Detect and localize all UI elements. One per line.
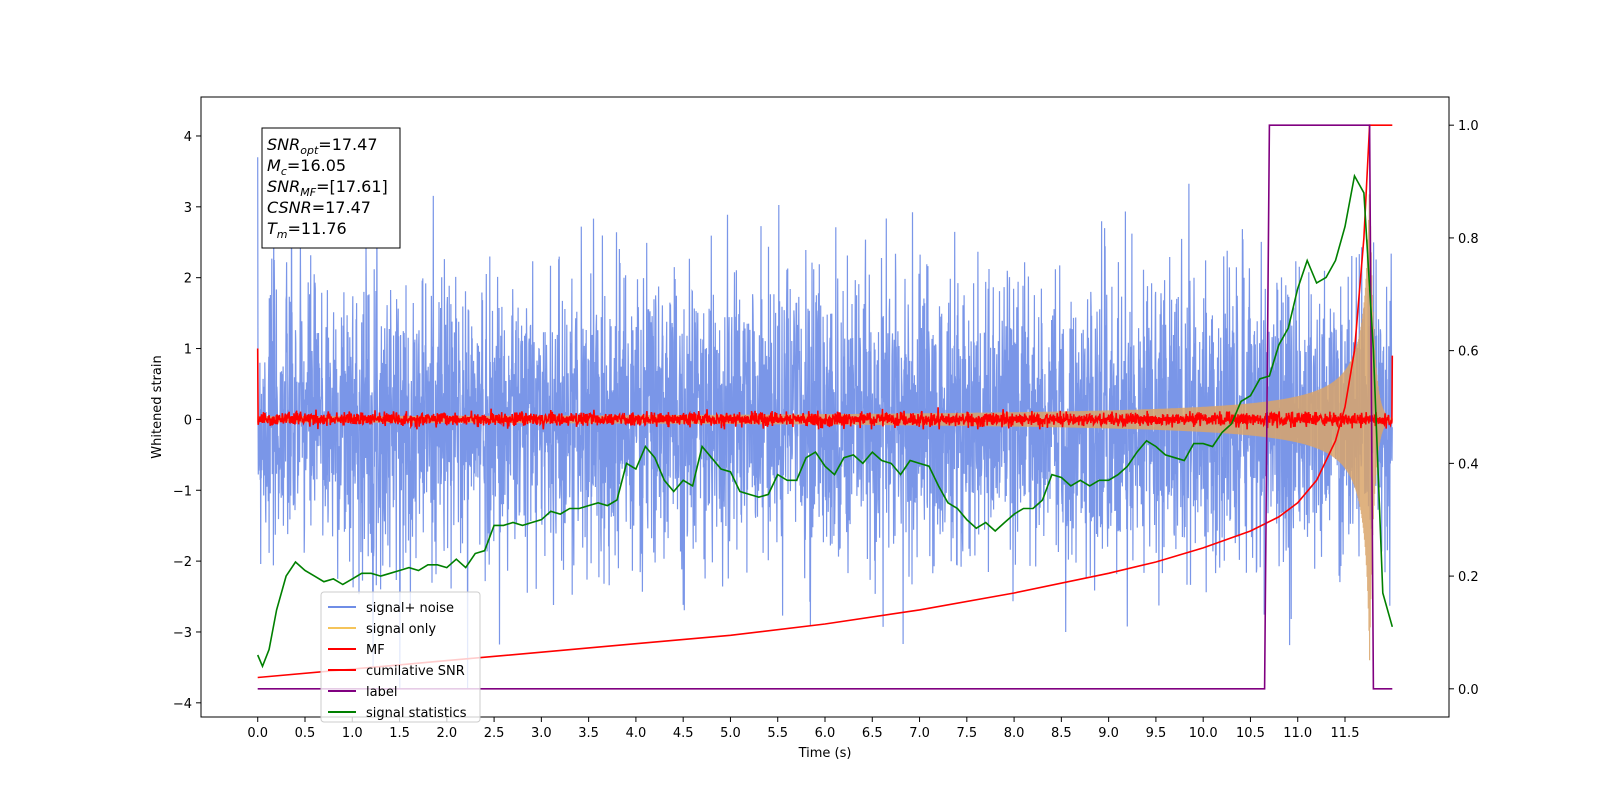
info-symbol: CSNR <box>267 198 312 217</box>
x-tick-label: 6.5 <box>862 726 883 741</box>
y2-tick-label: 1.0 <box>1458 119 1479 134</box>
x-tick-label: 1.0 <box>342 726 363 741</box>
y-tick-label: −1 <box>173 484 192 499</box>
x-tick-label: 10.5 <box>1236 726 1265 741</box>
info-value: =[17.61] <box>316 177 388 196</box>
y2-tick-label: 0.2 <box>1458 570 1479 585</box>
y2-tick-label: 0.8 <box>1458 232 1479 247</box>
info-box: SNRopt=17.47Mc=16.05SNRMF=[17.61]CSNR=17… <box>261 127 401 249</box>
series-line-mf <box>256 348 1394 430</box>
info-symbol: M <box>267 156 281 175</box>
x-tick-label: 0.0 <box>247 726 268 741</box>
x-tick-label: 7.5 <box>956 726 977 741</box>
x-tick-label: 8.0 <box>1004 726 1025 741</box>
info-line: SNRopt=17.47 <box>267 135 378 157</box>
y-axis: 4 3 2 1 0 −1 −2 −3 −4 <box>173 130 201 712</box>
info-symbol: T <box>267 219 278 238</box>
y-tick-label: −2 <box>173 555 192 570</box>
info-box-frame <box>261 127 401 249</box>
info-value: =11.76 <box>288 219 347 238</box>
x-tick-label: 2.5 <box>484 726 505 741</box>
info-value: =17.47 <box>318 135 377 154</box>
info-line: Tm=11.76 <box>267 219 347 241</box>
x-tick-label: 4.5 <box>673 726 694 741</box>
y2-tick-label: 0.6 <box>1458 345 1479 360</box>
x-tick-label: 4.0 <box>626 726 647 741</box>
x-tick-label: 3.5 <box>578 726 599 741</box>
y-tick-label: −3 <box>173 626 192 641</box>
legend-label: MF <box>366 643 385 658</box>
x-tick-label: 3.0 <box>531 726 552 741</box>
legend-label: signal+ noise <box>366 601 454 616</box>
series-line-signal-statistics <box>256 173 1394 669</box>
info-value: =16.05 <box>287 156 346 175</box>
series-line-signal-noise <box>257 157 1393 689</box>
info-line: CSNR=17.47 <box>267 198 371 217</box>
x-tick-label: 9.0 <box>1098 726 1119 741</box>
x-tick-label: 11.5 <box>1331 726 1360 741</box>
x-tick-label: 6.0 <box>815 726 836 741</box>
legend-frame <box>320 591 481 723</box>
series-line-cumilative-snr <box>257 124 1393 679</box>
info-line: SNRMF=[17.61] <box>267 177 388 199</box>
info-subscript: opt <box>300 144 319 157</box>
info-symbol: SNR <box>267 135 300 154</box>
y-axis-label: Whitened strain <box>150 355 165 458</box>
x-tick-label: 5.5 <box>767 726 788 741</box>
y-tick-label: 1 <box>184 343 192 358</box>
x-tick-label: 10.0 <box>1189 726 1218 741</box>
info-value: =17.47 <box>312 198 371 217</box>
info-subscript: c <box>281 165 287 178</box>
legend-label: label <box>366 685 397 700</box>
x-tick-label: 11.0 <box>1283 726 1312 741</box>
y-tick-label: 0 <box>184 413 192 428</box>
legend-label: cumilative SNR <box>366 664 465 679</box>
series-line-label <box>257 124 1393 690</box>
x-tick-label: 7.0 <box>909 726 930 741</box>
x-tick-label: 2.0 <box>436 726 457 741</box>
y2-tick-label: 0.0 <box>1458 683 1479 698</box>
legend-label: signal only <box>366 622 436 637</box>
y-tick-label: 3 <box>184 201 192 216</box>
x-tick-label: 0.5 <box>295 726 316 741</box>
info-symbol: SNR <box>267 177 300 196</box>
x-axis-label: Time (s) <box>798 746 852 761</box>
x-tick-label: 9.5 <box>1146 726 1167 741</box>
legend: signal+ noise signal only MF cumilative SNR… <box>320 591 481 723</box>
x-axis: 0.0 0.5 1.0 1.5 2.0 2.5 3.0 3.5 4.0 4.5 5.0 5.5 6.0 6… <box>247 717 1359 741</box>
info-subscript: m <box>277 228 288 241</box>
legend-label: signal statistics <box>366 706 467 721</box>
y2-tick-label: 0.4 <box>1458 457 1479 472</box>
y-tick-label: 4 <box>184 130 192 145</box>
x-tick-label: 8.5 <box>1051 726 1072 741</box>
y-tick-label: −4 <box>173 697 192 712</box>
x-tick-label: 1.5 <box>389 726 410 741</box>
info-line: Mc=16.05 <box>267 156 346 178</box>
y2-axis: 1.0 0.8 0.6 0.4 0.2 0.0 <box>1449 119 1479 698</box>
x-tick-label: 5.0 <box>720 726 741 741</box>
y-tick-label: 2 <box>184 272 192 287</box>
info-subscript: MF <box>300 186 316 199</box>
plot-area <box>256 124 1394 690</box>
